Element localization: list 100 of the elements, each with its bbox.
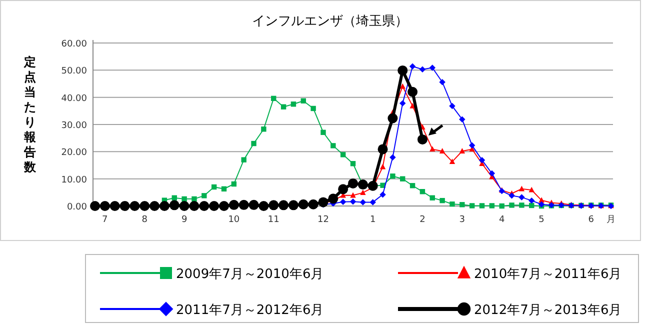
point xyxy=(468,142,476,149)
y-tick-label: 10.00 xyxy=(61,175,88,186)
x-tick-label: 8 xyxy=(142,215,148,225)
point xyxy=(202,193,207,198)
point xyxy=(280,104,286,110)
y-tick-label: 60.00 xyxy=(61,40,88,50)
point xyxy=(328,194,338,204)
point xyxy=(489,203,495,208)
point xyxy=(380,191,386,198)
point xyxy=(209,201,220,211)
point xyxy=(488,170,496,177)
point xyxy=(150,201,160,211)
point xyxy=(479,203,485,208)
x-tick-label: 10 xyxy=(228,215,240,225)
point xyxy=(318,197,328,208)
point xyxy=(350,198,356,205)
x-tick-label: 6 xyxy=(588,215,594,225)
point xyxy=(189,201,200,211)
y-tick-label: 30.00 xyxy=(61,121,88,131)
point xyxy=(338,184,348,194)
point xyxy=(350,192,356,198)
point xyxy=(519,202,524,208)
point xyxy=(179,201,190,211)
point xyxy=(310,106,316,112)
legend-label: 2011年7月～2012年6月 xyxy=(176,303,324,318)
point xyxy=(358,180,368,190)
point xyxy=(350,161,356,166)
point xyxy=(378,144,388,154)
point xyxy=(399,100,406,106)
point xyxy=(221,186,227,192)
point xyxy=(340,152,346,158)
x-tick-label: 9 xyxy=(181,215,188,225)
legend-label: 2012年7月～2013年6月 xyxy=(474,303,622,318)
x-tick-label: 2 xyxy=(420,215,426,225)
point xyxy=(330,143,336,148)
point xyxy=(172,195,177,200)
x-tick-label: 4 xyxy=(498,215,505,225)
point xyxy=(211,184,217,190)
point xyxy=(528,186,534,192)
point xyxy=(110,201,120,211)
point xyxy=(390,154,396,160)
point xyxy=(241,157,246,162)
point xyxy=(417,134,428,144)
point xyxy=(368,180,378,191)
point xyxy=(509,202,514,208)
point xyxy=(518,186,525,192)
point xyxy=(528,197,535,204)
point xyxy=(360,190,366,196)
point xyxy=(120,201,130,211)
x-tick-label: 12 xyxy=(318,215,329,225)
point xyxy=(268,200,279,210)
point xyxy=(460,202,465,208)
point xyxy=(398,65,408,76)
point xyxy=(182,196,187,202)
point xyxy=(380,164,386,170)
point xyxy=(478,156,486,164)
point xyxy=(159,201,170,211)
point xyxy=(439,148,446,154)
point xyxy=(370,199,376,206)
x-tick-label: 5 xyxy=(538,215,544,225)
point xyxy=(430,195,435,200)
point xyxy=(429,64,436,71)
point xyxy=(388,113,398,124)
point xyxy=(199,201,210,211)
point xyxy=(308,199,318,210)
point xyxy=(529,202,534,208)
x-tick-label: 月 xyxy=(606,215,616,225)
point xyxy=(419,66,426,72)
point xyxy=(420,189,426,194)
point xyxy=(140,201,150,211)
x-tick-label: 7 xyxy=(102,215,108,225)
point xyxy=(100,201,110,211)
point xyxy=(192,196,197,202)
point xyxy=(320,130,326,135)
legend-label: 2009年7月～2010年6月 xyxy=(176,267,324,282)
point xyxy=(400,176,406,182)
point xyxy=(508,192,515,199)
point xyxy=(130,201,140,211)
y-axis-title: 定点当たり報告数 xyxy=(23,55,37,174)
point xyxy=(290,102,296,107)
point xyxy=(408,86,418,97)
legend-label: 2010年7月～2011年6月 xyxy=(474,267,622,282)
x-tick-label: 11 xyxy=(268,215,280,225)
point xyxy=(169,200,180,210)
point xyxy=(278,200,289,210)
point xyxy=(348,178,358,188)
point xyxy=(459,116,466,122)
point xyxy=(360,199,366,206)
point xyxy=(430,146,436,152)
point xyxy=(258,201,269,211)
point xyxy=(90,201,100,211)
y-tick-label: 20.00 xyxy=(61,148,88,158)
point xyxy=(390,174,396,179)
point xyxy=(518,194,525,200)
x-tick-label: 3 xyxy=(459,215,466,225)
point xyxy=(499,203,504,209)
point xyxy=(450,202,455,207)
x-tick-label: 1 xyxy=(370,215,376,225)
point xyxy=(298,199,308,210)
point xyxy=(340,198,346,206)
